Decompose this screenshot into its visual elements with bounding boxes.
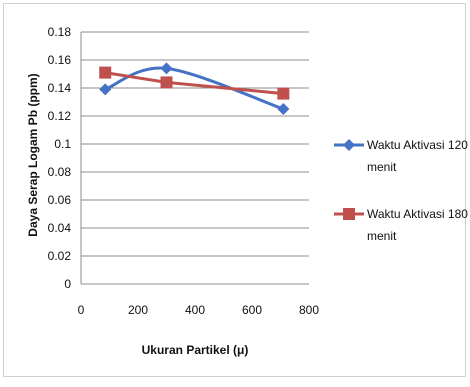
legend-label: Waktu Aktivasi 120 xyxy=(367,138,468,152)
y-axis-title: Daya Serap Logam Pb (ppm) xyxy=(26,73,40,236)
series-1-point xyxy=(277,103,290,115)
y-tick-label: 0.08 xyxy=(48,165,72,179)
legend-item-1: Waktu Aktivasi 120 menit xyxy=(334,138,468,174)
y-tick-label: 0.14 xyxy=(48,81,72,95)
x-tick-label: 0 xyxy=(78,303,85,317)
series-2-point xyxy=(99,66,112,79)
series-2-point xyxy=(160,76,173,89)
x-tick-label: 200 xyxy=(128,303,148,317)
series-1-point xyxy=(160,62,173,75)
series-1 xyxy=(99,62,290,115)
series-1-point xyxy=(99,83,112,96)
axes: 0 0.02 0.04 0.06 0.08 0.1 0.12 0.14 0.16 0.18 0 200… xyxy=(48,25,320,317)
legend-swatch-marker xyxy=(343,139,355,151)
legend-item-2: Waktu Aktivasi 180 menit xyxy=(334,207,468,243)
x-axis-title: Ukuran Partikel (μ) xyxy=(142,343,249,357)
y-tick-label: 0.02 xyxy=(48,249,72,263)
y-tick-label: 0.16 xyxy=(48,53,72,67)
legend-label: menit xyxy=(367,160,397,174)
y-tick-label: 0.18 xyxy=(48,25,72,39)
legend-label: menit xyxy=(367,229,397,243)
legend-swatch-marker xyxy=(343,208,355,220)
legend-label: Waktu Aktivasi 180 xyxy=(367,207,468,221)
gridlines xyxy=(81,31,309,257)
y-tick-label: 0 xyxy=(64,277,71,291)
series-layer xyxy=(99,62,290,115)
y-tick-label: 0.1 xyxy=(54,137,71,151)
y-tick-label: 0.04 xyxy=(48,221,72,235)
y-tick-label: 0.06 xyxy=(48,193,72,207)
series-2-point xyxy=(277,87,290,100)
y-tick-label: 0.12 xyxy=(48,109,72,123)
x-tick-label: 600 xyxy=(242,303,262,317)
x-tick-label: 400 xyxy=(185,303,205,317)
series-2 xyxy=(99,66,290,100)
chart-border xyxy=(3,3,466,377)
x-tick-label: 800 xyxy=(299,303,319,317)
